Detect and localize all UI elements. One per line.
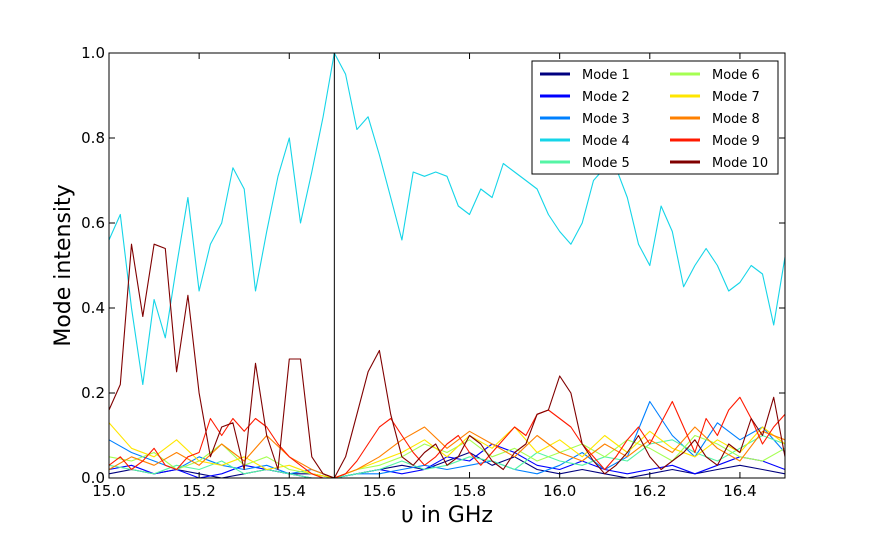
legend-items: Mode 1 Mode 2 Mode 3 Mode 4 Mode 5 Mode 6 Mode… [540, 68, 768, 171]
legend-label: Mode 10 [712, 156, 768, 171]
legend: Mode 1 Mode 2 Mode 3 Mode 4 Mode 5 Mode 6 Mode… [531, 60, 779, 175]
y-tick-label: 1.0 [81, 44, 105, 62]
series-line-mode-8 [108, 426, 786, 479]
x-tick-label: 15.0 [92, 482, 125, 500]
series-line-mode-10 [108, 243, 786, 479]
y-tick-label: 0.0 [81, 469, 105, 487]
legend-label: Mode 3 [582, 112, 630, 127]
legend-label: Mode 8 [712, 112, 760, 127]
series-layer [108, 52, 786, 479]
legend-label: Mode 5 [582, 156, 630, 171]
ticks-layer: 15.0 15.2 15.4 15.6 15.8 16.0 16.2 16.4 0.0 0.2 0.… [81, 44, 785, 500]
x-tick-label: 15.4 [273, 482, 306, 500]
y-tick-label: 0.2 [81, 384, 105, 402]
y-tick-label: 0.6 [81, 214, 105, 232]
legend-box [531, 60, 779, 175]
y-axis-title: Mode intensity [51, 184, 76, 346]
legend-label: Mode 7 [712, 90, 760, 105]
x-tick-label: 16.0 [543, 482, 576, 500]
series-line-mode-9 [108, 396, 786, 479]
legend-label: Mode 6 [712, 68, 760, 83]
plot-area-frame [108, 52, 786, 479]
x-tick-label: 16.4 [723, 482, 756, 500]
series-line-mode-4 [108, 52, 786, 386]
x-axis-title: υ in GHz [401, 503, 493, 528]
legend-label: Mode 2 [582, 90, 630, 105]
x-tick-label: 15.2 [182, 482, 215, 500]
legend-label: Mode 9 [712, 134, 760, 149]
x-tick-label: 16.2 [633, 482, 666, 500]
y-tick-label: 0.8 [81, 129, 105, 147]
legend-label: Mode 4 [582, 134, 630, 149]
series-line-mode-7 [108, 422, 786, 479]
y-tick-label: 0.4 [81, 299, 105, 317]
x-tick-label: 15.8 [453, 482, 486, 500]
legend-label: Mode 1 [582, 68, 630, 83]
x-tick-label: 15.6 [363, 482, 396, 500]
